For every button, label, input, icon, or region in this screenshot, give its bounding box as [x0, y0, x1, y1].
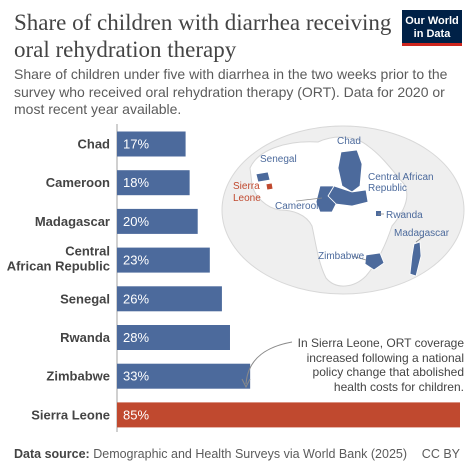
- map-rwanda: [376, 211, 381, 216]
- map-sierra-leone: [265, 182, 274, 191]
- bar-senegal[interactable]: [117, 286, 222, 312]
- value-label-cameroon: 18%: [123, 175, 149, 190]
- annotation-arrow: [245, 341, 293, 385]
- bar-central-african-republic[interactable]: [117, 247, 210, 273]
- map-madagascar: [409, 241, 422, 277]
- annotation-arrowhead: [241, 378, 251, 389]
- map-label-zimbabwe: Zimbabwe: [318, 251, 365, 262]
- value-label-madagascar: 20%: [123, 214, 149, 229]
- map-label-sierra-leone-2: Leone: [233, 193, 261, 204]
- chart-subtitle: Share of children under five with diarrh…: [14, 66, 448, 117]
- data-source-label: Data source:: [14, 447, 90, 461]
- map-chad: [337, 149, 363, 193]
- map-label-chad: Chad: [337, 136, 361, 147]
- category-label-chad: Chad: [78, 137, 111, 152]
- bar-cameroon[interactable]: [117, 170, 190, 196]
- map-label-car-2: Republic: [368, 183, 407, 194]
- value-label-rwanda: 28%: [123, 330, 149, 345]
- value-label-zimbabwe: 33%: [123, 369, 149, 384]
- map-zimbabwe: [364, 252, 385, 271]
- owid-logo[interactable]: Our World in Data: [402, 10, 462, 46]
- category-label-cameroon: Cameroon: [46, 175, 110, 190]
- value-label-senegal: 26%: [123, 291, 149, 306]
- map-senegal: [255, 171, 271, 183]
- map-cameroon: [315, 185, 337, 213]
- value-label-central-african-republic: 23%: [123, 253, 149, 268]
- map-leader-cameroon: [295, 197, 323, 202]
- map-leader-madagascar: [415, 235, 425, 243]
- data-source[interactable]: Data source: Demographic and Health Surv…: [14, 447, 407, 461]
- category-label-rwanda: Rwanda: [60, 330, 111, 345]
- chart-title: Share of children with diarrhea receivin…: [14, 10, 392, 62]
- category-label-senegal: Senegal: [60, 291, 110, 306]
- license[interactable]: CC BY: [421, 447, 460, 461]
- value-label-chad: 17%: [123, 137, 149, 152]
- category-label-madagascar: Madagascar: [35, 214, 110, 229]
- bar-rwanda[interactable]: [117, 325, 230, 350]
- bar-chad[interactable]: [117, 131, 186, 157]
- category-label-central-african-republic: Central African Republic: [7, 244, 110, 274]
- bar-madagascar[interactable]: [117, 208, 198, 234]
- map-label-rwanda: Rwanda: [386, 210, 423, 221]
- value-label-sierra-leone: 85%: [123, 407, 149, 422]
- logo-line-2: in Data: [413, 28, 451, 40]
- map-label-senegal: Senegal: [260, 154, 297, 165]
- category-label-sierra-leone: Sierra Leone: [31, 407, 110, 422]
- bar-zimbabwe[interactable]: [117, 363, 251, 389]
- africa-map: Chad Senegal Sierra Leone Central Africa…: [221, 125, 465, 295]
- bar-sierra-leone[interactable]: [117, 402, 460, 428]
- category-label-zimbabwe: Zimbabwe: [46, 369, 110, 384]
- map-label-madagascar: Madagascar: [394, 228, 450, 239]
- bars: 17% Chad 18% Cameroon 20% Madagascar 23% Centra…: [7, 124, 460, 432]
- map-label-sierra-leone-1: Sierra: [233, 181, 260, 192]
- chart-annotation: In Sierra Leone, ORT coverage increased …: [297, 336, 464, 394]
- logo-line-1: Our World: [405, 15, 459, 27]
- map-label-cameroon: Cameroon: [275, 201, 322, 212]
- map-leader-zimbabwe: [351, 255, 367, 261]
- data-source-text: Demographic and Health Surveys via World…: [93, 447, 408, 461]
- map-label-car-1: Central African: [368, 172, 434, 183]
